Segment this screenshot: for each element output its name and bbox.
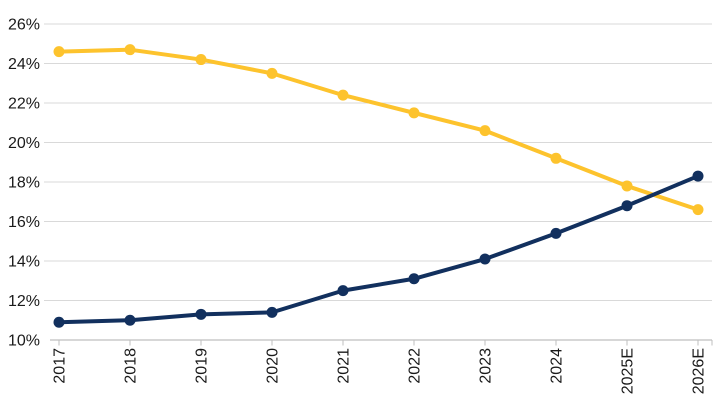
y-axis-tick-label: 12%: [8, 293, 40, 310]
series-navy-marker: [692, 170, 704, 182]
x-axis-tick-label: 2025E: [620, 348, 637, 394]
x-axis-tick-label: 2019: [194, 348, 211, 384]
series-navy-marker: [550, 227, 562, 239]
series-navy-marker: [621, 200, 633, 212]
series-navy-marker: [124, 314, 136, 326]
series-yellow-marker: [408, 107, 420, 119]
series-navy-line: [57, 174, 700, 325]
y-axis-tick-label: 14%: [8, 254, 40, 271]
series-yellow-marker: [621, 180, 633, 192]
x-axis-tick-label: 2026E: [691, 348, 708, 394]
x-axis-tick-label: 2024: [549, 348, 566, 384]
y-axis-tick-label: 18%: [8, 175, 40, 192]
y-axis-tick-label: 22%: [8, 96, 40, 113]
y-axis-tick-label: 26%: [8, 17, 40, 34]
series-navy-marker: [195, 308, 207, 320]
series-yellow-marker: [692, 204, 704, 216]
series-yellow-marker: [124, 44, 136, 56]
series-yellow-line: [57, 47, 700, 212]
series-yellow-marker: [266, 67, 278, 79]
series-navy-marker: [337, 285, 349, 297]
x-axis-tick-label: 2017: [52, 348, 69, 384]
series-navy-marker: [266, 306, 278, 318]
series-yellow-marker: [53, 46, 65, 58]
series-navy-marker: [479, 253, 491, 265]
y-axis-tick-label: 24%: [8, 56, 40, 73]
series-yellow-marker: [550, 152, 562, 164]
y-axis-tick-label: 10%: [8, 333, 40, 350]
x-axis-tick-label: 2020: [265, 348, 282, 384]
series-navy-marker: [53, 316, 65, 328]
x-axis-tick-label: 2023: [478, 348, 495, 384]
x-axis-tick-label: 2022: [407, 348, 424, 384]
y-axis-tick-label: 20%: [8, 135, 40, 152]
y-axis-tick-label: 16%: [8, 214, 40, 231]
x-axis-tick-label: 2021: [336, 348, 353, 384]
series-yellow-marker: [479, 125, 491, 137]
series-navy-marker: [408, 273, 420, 285]
x-axis-tick-label: 2018: [123, 348, 140, 384]
series-yellow-marker: [337, 89, 349, 101]
series-yellow-marker: [195, 54, 207, 66]
